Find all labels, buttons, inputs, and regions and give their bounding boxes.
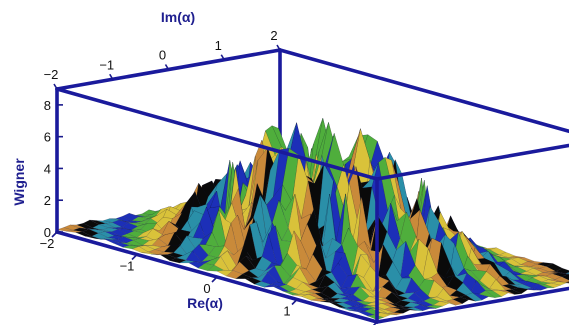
y-tick-mark [276, 44, 281, 51]
x-tick-mark [211, 276, 218, 283]
x-tick-label: −2 [40, 236, 55, 251]
y-tick-label: 2 [270, 28, 277, 43]
x-tick-label: 0 [203, 281, 210, 296]
z-tick-label: 2 [44, 193, 51, 208]
box-front-edge-5 [375, 286, 569, 324]
y-tick-mark [53, 83, 58, 90]
z-tick-label: 8 [44, 98, 51, 113]
y-tick-label: −1 [99, 57, 114, 72]
y-tick-label: 0 [159, 48, 166, 63]
x-tick-mark [131, 253, 138, 261]
box-front-edge-3 [375, 143, 569, 181]
surface-patch [565, 272, 569, 275]
y-tick-mark [109, 73, 114, 80]
box-back-edge-1 [278, 48, 569, 134]
x-tick-label: 1 [283, 304, 290, 319]
z-tick-label: 4 [44, 161, 51, 176]
y-tick-mark [164, 64, 170, 70]
x-tick-label: −1 [120, 259, 135, 274]
x-tick-mark [51, 231, 58, 238]
y-tick-label: −2 [44, 67, 59, 82]
z-tick-label: 0 [44, 225, 51, 240]
x-axis-label: Re(α) [187, 295, 223, 311]
y-axis-label: Im(α) [161, 9, 195, 25]
wigner-surface [56, 117, 569, 320]
box-front-edge-2 [55, 87, 379, 181]
z-tick-label: 6 [44, 130, 51, 145]
x-tick-mark [291, 298, 298, 306]
y-tick-mark [220, 54, 225, 61]
z-axis-label: Wigner [11, 158, 27, 206]
y-tick-label: 1 [215, 38, 222, 53]
